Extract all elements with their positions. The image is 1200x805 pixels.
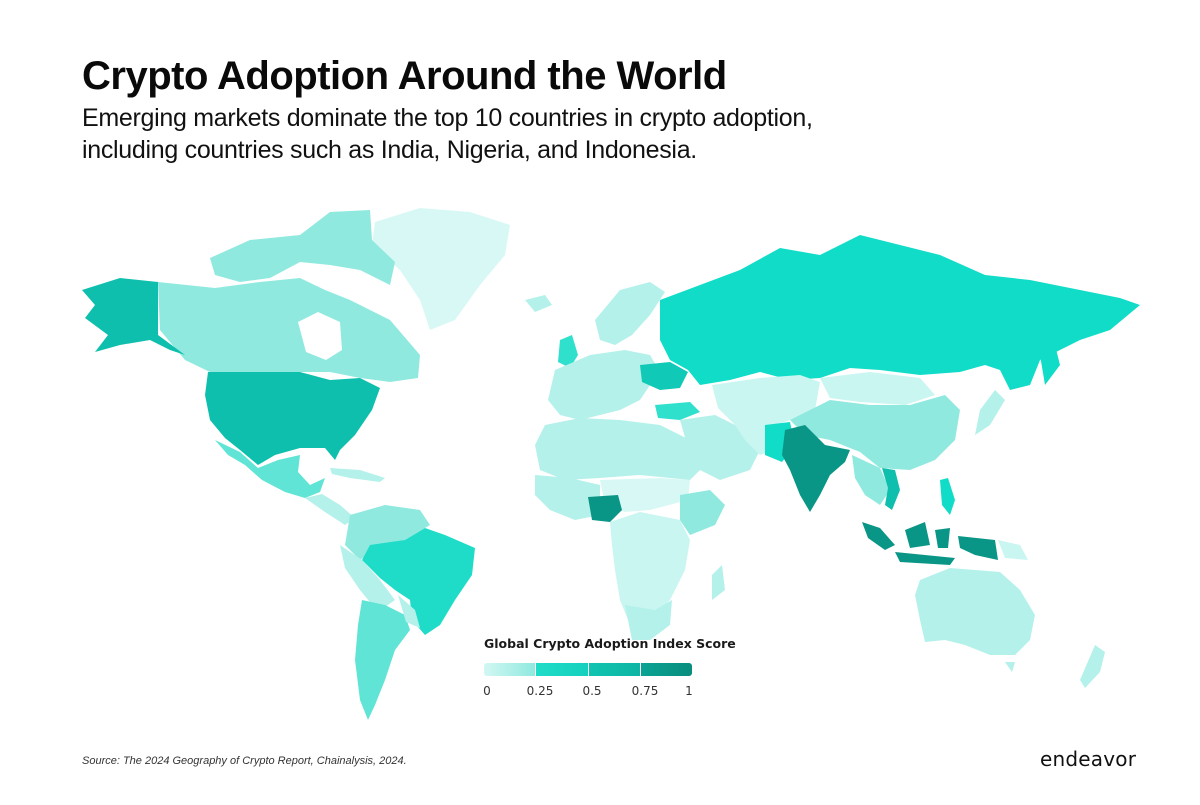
legend-title: Global Crypto Adoption Index Score (484, 636, 736, 651)
region-japan (975, 390, 1005, 435)
region-uruguay-paraguay (398, 595, 420, 628)
legend-tick: 0.25 (526, 684, 554, 698)
region-australia (915, 568, 1035, 655)
region-greenland (372, 208, 510, 330)
legend-tick: 0.75 (631, 684, 659, 698)
page-title: Crypto Adoption Around the World (82, 54, 727, 98)
region-canada-islands (210, 210, 395, 285)
region-ukraine (640, 362, 688, 390)
region-nigeria (588, 495, 622, 522)
region-west-africa (535, 475, 600, 520)
region-india (782, 425, 850, 512)
region-indonesia (862, 522, 998, 565)
region-alaska (82, 278, 185, 355)
region-southeast-asia (852, 455, 890, 505)
page-subtitle: Emerging markets dominate the top 10 cou… (82, 104, 813, 164)
region-philippines (940, 478, 955, 515)
region-png (998, 540, 1028, 560)
region-central-africa (610, 512, 690, 625)
region-canada (158, 278, 420, 382)
region-turkey (655, 402, 700, 420)
region-north-africa (535, 418, 700, 480)
region-united-kingdom (558, 335, 578, 368)
legend-tick: 1 (685, 684, 693, 698)
legend-tick: 0.5 (582, 684, 602, 698)
region-argentina (355, 600, 410, 720)
region-china (790, 395, 960, 470)
legend-bin-1 (484, 663, 537, 676)
region-tasmania (1005, 662, 1015, 672)
region-mongolia (820, 372, 935, 405)
legend-tick: 0 (483, 684, 491, 698)
region-scandinavia (595, 282, 665, 345)
region-peru-bolivia (340, 545, 395, 612)
legend-bin-2 (536, 663, 589, 676)
region-kamchatka (1040, 345, 1060, 385)
world-map (82, 208, 1140, 720)
region-central-america (305, 494, 355, 525)
region-caribbean (330, 468, 385, 482)
source-note: Source: The 2024 Geography of Crypto Rep… (82, 755, 407, 767)
region-colombia-venezuela (345, 505, 430, 560)
region-madagascar (712, 565, 725, 600)
region-europe (548, 350, 660, 420)
legend-bin-3 (588, 663, 641, 676)
region-mexico (215, 440, 325, 498)
region-central-asia (712, 375, 820, 430)
region-russia (660, 235, 1140, 390)
region-new-zealand (1080, 645, 1105, 688)
legend-color-bar (484, 663, 692, 676)
region-sahel (600, 478, 690, 512)
legend: Global Crypto Adoption Index Score 0 0.2… (483, 636, 736, 700)
region-brazil (362, 528, 475, 635)
brand-logo: endeavor (1040, 747, 1137, 771)
region-east-africa (680, 490, 725, 535)
region-iceland (525, 295, 552, 312)
region-south-africa (625, 600, 672, 640)
region-united-states (205, 372, 380, 465)
legend-bin-4 (640, 663, 692, 676)
region-vietnam (882, 468, 900, 510)
legend-ticks: 0 0.25 0.5 0.75 1 (483, 684, 696, 700)
